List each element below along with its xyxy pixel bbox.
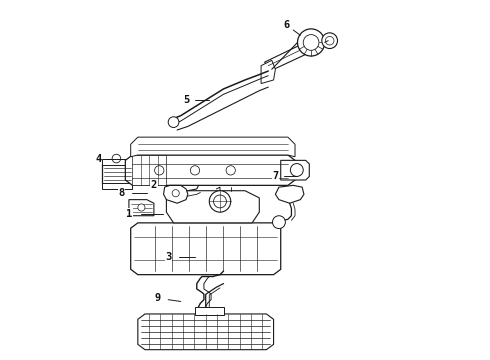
Circle shape (325, 36, 334, 45)
Polygon shape (102, 158, 132, 165)
Polygon shape (131, 223, 281, 275)
Circle shape (138, 204, 145, 211)
Text: 5: 5 (183, 95, 189, 105)
Polygon shape (281, 160, 309, 180)
Circle shape (226, 166, 235, 175)
Polygon shape (125, 155, 295, 185)
Polygon shape (138, 314, 273, 350)
Polygon shape (131, 137, 295, 157)
Circle shape (112, 154, 121, 163)
Polygon shape (164, 185, 188, 203)
Text: 4: 4 (96, 154, 101, 163)
Polygon shape (275, 185, 304, 203)
Circle shape (291, 163, 303, 176)
Polygon shape (132, 155, 167, 185)
Circle shape (303, 35, 319, 50)
Circle shape (214, 195, 226, 208)
Circle shape (209, 191, 231, 212)
Text: 6: 6 (283, 19, 289, 30)
Polygon shape (265, 37, 323, 71)
Circle shape (172, 190, 179, 197)
Circle shape (190, 166, 199, 175)
Text: 3: 3 (165, 252, 172, 262)
Circle shape (272, 216, 285, 229)
Text: 1: 1 (126, 209, 132, 219)
Polygon shape (102, 164, 132, 184)
Text: 8: 8 (119, 188, 125, 198)
Polygon shape (102, 183, 132, 189)
Polygon shape (167, 191, 259, 223)
Text: 2: 2 (151, 180, 157, 190)
Circle shape (155, 166, 164, 175)
Text: 7: 7 (272, 171, 278, 181)
Polygon shape (195, 307, 223, 315)
Text: 9: 9 (154, 293, 161, 303)
Circle shape (297, 29, 325, 56)
Polygon shape (129, 200, 154, 216)
Circle shape (322, 33, 338, 49)
Polygon shape (261, 60, 275, 84)
Circle shape (168, 117, 179, 127)
